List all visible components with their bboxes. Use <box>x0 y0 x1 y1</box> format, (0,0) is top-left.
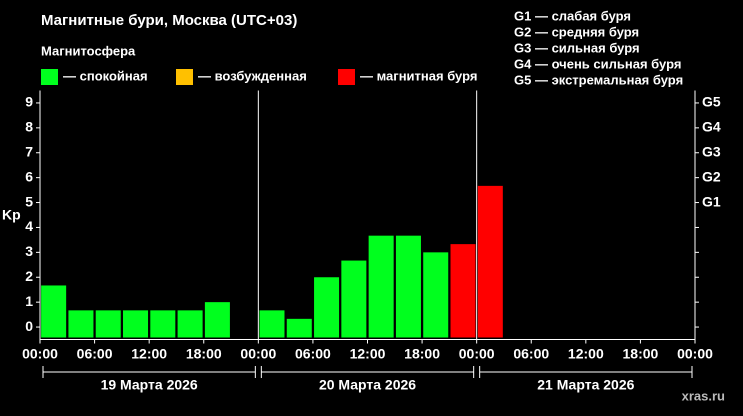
y2-tick-label: G3 <box>702 143 721 159</box>
y2-tick-label: G4 <box>702 119 721 135</box>
g-legend-item: G2 — средняя буря <box>514 24 639 39</box>
g-legend-item: G5 — экстремальная буря <box>514 72 683 87</box>
x-tick-label: 00:00 <box>677 346 713 362</box>
legend-swatch <box>41 69 58 85</box>
x-tick-label: 06:00 <box>513 346 549 362</box>
x-tick-label: 06:00 <box>295 346 331 362</box>
legend-title: Магнитосфера <box>41 43 136 58</box>
bar <box>95 310 121 338</box>
legend-label: — спокойная <box>63 68 148 83</box>
x-tick-label: 00:00 <box>22 346 58 362</box>
chart-title: Магнитные бури, Москва (UTC+03) <box>41 12 297 29</box>
bar <box>477 185 503 338</box>
bar <box>450 244 476 338</box>
legend-swatch <box>338 69 355 85</box>
bar <box>368 235 394 338</box>
y-tick-label: 1 <box>25 293 33 309</box>
legend-swatch <box>176 69 193 85</box>
g-legend-item: G3 — сильная буря <box>514 40 640 55</box>
x-tick-label: 12:00 <box>568 346 604 362</box>
bar <box>123 310 149 338</box>
y2-tick-label: G2 <box>702 168 721 184</box>
day-label: 19 Марта 2026 <box>101 377 198 393</box>
legend-label: — возбужденная <box>198 68 307 83</box>
y-axis-label: Kp <box>2 207 21 223</box>
y2-tick-label: G5 <box>702 94 721 110</box>
y-tick-label: 8 <box>25 119 33 135</box>
x-tick-label: 00:00 <box>240 346 276 362</box>
y2-tick-label: G1 <box>702 193 721 209</box>
bar <box>41 285 67 338</box>
bar <box>341 260 367 338</box>
x-tick-label: 00:00 <box>459 346 495 362</box>
bar <box>259 310 285 338</box>
x-tick-label: 12:00 <box>350 346 386 362</box>
legend-label: — магнитная буря <box>360 68 477 83</box>
bar <box>204 302 230 338</box>
y-tick-label: 0 <box>25 318 33 334</box>
bar <box>68 310 94 338</box>
x-tick-label: 18:00 <box>186 346 222 362</box>
y-tick-label: 4 <box>25 218 33 234</box>
y-tick-label: 2 <box>25 268 33 284</box>
x-tick-label: 18:00 <box>623 346 659 362</box>
x-tick-label: 12:00 <box>131 346 167 362</box>
bar <box>395 235 421 338</box>
x-tick-label: 06:00 <box>77 346 113 362</box>
x-tick-label: 18:00 <box>404 346 440 362</box>
g-legend-item: G1 — слабая буря <box>514 8 631 23</box>
g-legend-item: G4 — очень сильная буря <box>514 56 681 71</box>
bar <box>286 318 312 338</box>
y-tick-label: 9 <box>25 94 33 110</box>
bar <box>150 310 176 338</box>
day-label: 20 Марта 2026 <box>319 377 416 393</box>
bar <box>177 310 203 338</box>
bar <box>314 277 340 338</box>
day-label: 21 Марта 2026 <box>537 377 634 393</box>
y-tick-label: 7 <box>25 143 33 159</box>
watermark: xras.ru <box>682 388 725 403</box>
y-tick-label: 6 <box>25 168 33 184</box>
bar <box>423 252 449 338</box>
y-tick-label: 3 <box>25 243 33 259</box>
y-tick-label: 5 <box>25 193 33 209</box>
